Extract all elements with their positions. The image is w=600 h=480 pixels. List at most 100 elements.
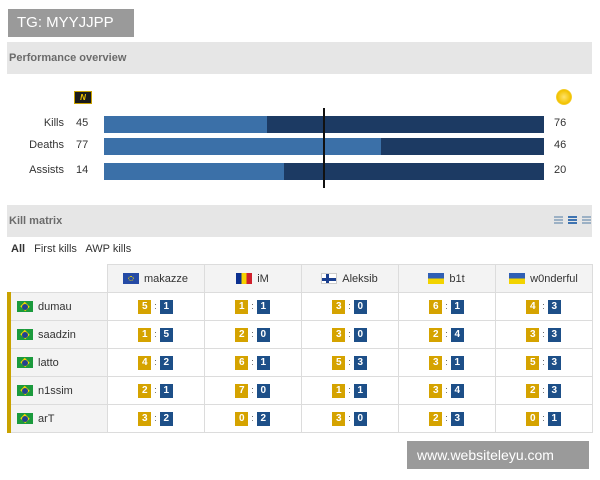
score-separator: : <box>251 412 254 423</box>
column-player-name[interactable]: makazze <box>143 272 189 285</box>
table-row: n1ssim 2:1 7:0 1:1 3:4 2:3 <box>7 376 593 405</box>
matrix-cell: 3:4 <box>397 376 496 405</box>
score-separator: : <box>348 356 351 367</box>
kills-value: 4 <box>526 299 540 314</box>
team-a-logo-icon: N <box>74 91 92 104</box>
deaths-value: 3 <box>547 355 561 370</box>
row-player-name[interactable]: saadzin <box>38 328 76 341</box>
ro-flag-icon <box>236 273 253 284</box>
deaths-value: 3 <box>547 383 561 398</box>
center-divider <box>323 108 325 188</box>
list-view-icon[interactable] <box>554 216 563 224</box>
matrix-cell: 6:1 <box>397 292 496 321</box>
table-row: arT 3:2 0:2 3:0 2:3 0:1 <box>7 404 593 433</box>
matrix-cell: 4:3 <box>494 292 593 321</box>
matrix-cell: 0:1 <box>494 404 593 433</box>
team-b-value: 20 <box>554 164 567 176</box>
score-separator: : <box>542 356 545 367</box>
kills-value: 2 <box>429 411 443 426</box>
deaths-value: 0 <box>353 327 367 342</box>
deaths-value: 3 <box>353 355 367 370</box>
matrix-cell: 2:1 <box>106 376 205 405</box>
score-separator: : <box>445 412 448 423</box>
kills-value: 5 <box>138 299 152 314</box>
kills-value: 6 <box>429 299 443 314</box>
kills-value: 3 <box>138 411 152 426</box>
kills-value: 3 <box>332 411 346 426</box>
score-separator: : <box>154 384 157 395</box>
row-player-name[interactable]: arT <box>38 412 55 425</box>
deaths-value: 1 <box>256 299 270 314</box>
score-separator: : <box>348 412 351 423</box>
score-separator: : <box>348 300 351 311</box>
table-row: latto 4:2 6:1 5:3 3:1 5:3 <box>7 348 593 377</box>
kills-value: 3 <box>526 327 540 342</box>
table-row: saadzin 1:5 2:0 3:0 2:4 3:3 <box>7 320 593 349</box>
deaths-value: 2 <box>159 411 173 426</box>
kills-value: 2 <box>138 383 152 398</box>
kills-value: 3 <box>429 383 443 398</box>
stat-label: Assists <box>29 164 64 176</box>
matrix-corner <box>9 264 108 293</box>
matrix-cell: 6:1 <box>203 348 302 377</box>
matrix-cell: 3:1 <box>397 348 496 377</box>
br-flag-icon <box>17 385 33 396</box>
score-separator: : <box>154 300 157 311</box>
team-a-value: 77 <box>76 139 89 151</box>
kills-value: 6 <box>235 355 249 370</box>
column-player-name[interactable]: Aleksib <box>342 272 378 285</box>
deaths-value: 4 <box>450 327 464 342</box>
deaths-value: 0 <box>256 383 270 398</box>
matrix-cell: 2:3 <box>397 404 496 433</box>
score-separator: : <box>251 384 254 395</box>
matrix-cell: 2:0 <box>203 320 302 349</box>
deaths-value: 2 <box>256 411 270 426</box>
kills-value: 3 <box>429 355 443 370</box>
row-header-player: saadzin <box>7 320 108 349</box>
filter-tab-all[interactable]: All <box>11 243 26 255</box>
score-separator: : <box>154 328 157 339</box>
matrix-cell: 1:1 <box>300 376 399 405</box>
row-player-name[interactable]: dumau <box>38 300 72 313</box>
matrix-cell: 3:0 <box>300 404 399 433</box>
ua-flag-icon <box>428 273 445 284</box>
matrix-cell: 2:3 <box>494 376 593 405</box>
column-header-player: b1t <box>397 264 496 293</box>
matrix-cell: 5:1 <box>106 292 205 321</box>
row-header-player: latto <box>7 348 108 377</box>
kills-value: 0 <box>526 411 540 426</box>
table-row: dumau 5:1 1:1 3:0 6:1 4:3 <box>7 292 593 321</box>
team-b-value: 46 <box>554 139 567 151</box>
deaths-value: 1 <box>450 355 464 370</box>
team-a-bar-fill <box>104 116 267 133</box>
filter-tab-awp-kills[interactable]: AWP kills <box>85 243 132 255</box>
score-separator: : <box>251 328 254 339</box>
column-player-name[interactable]: b1t <box>449 272 465 285</box>
grid-view-icon[interactable] <box>582 216 591 224</box>
filter-tab-first-kills[interactable]: First kills <box>34 243 77 255</box>
kills-value: 1 <box>138 327 152 342</box>
column-player-name[interactable]: iM <box>257 272 269 285</box>
row-player-name[interactable]: latto <box>38 356 59 369</box>
fi-flag-icon <box>321 273 338 284</box>
deaths-value: 1 <box>256 355 270 370</box>
stat-label: Deaths <box>29 139 64 151</box>
score-separator: : <box>154 412 157 423</box>
deaths-value: 5 <box>159 327 173 342</box>
column-player-name[interactable]: w0nderful <box>530 272 578 285</box>
team-a-bar-fill <box>104 138 382 155</box>
deaths-value: 3 <box>547 299 561 314</box>
row-header-player: dumau <box>7 292 108 321</box>
row-player-name[interactable]: n1ssim <box>38 384 73 397</box>
kills-value: 1 <box>332 383 346 398</box>
team-a-value: 14 <box>76 164 89 176</box>
deaths-value: 0 <box>353 299 367 314</box>
score-separator: : <box>251 356 254 367</box>
compact-view-icon[interactable] <box>568 216 577 224</box>
team-b-logo-icon <box>556 89 572 105</box>
matrix-cell: 1:5 <box>106 320 205 349</box>
kills-value: 3 <box>332 327 346 342</box>
score-separator: : <box>348 384 351 395</box>
kills-value: 5 <box>332 355 346 370</box>
score-separator: : <box>251 300 254 311</box>
